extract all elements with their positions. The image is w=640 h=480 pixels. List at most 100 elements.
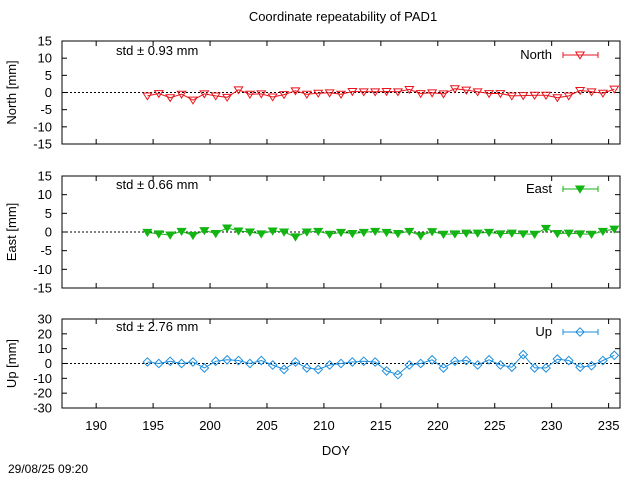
east-legend-label: East bbox=[526, 181, 552, 196]
north-data-point bbox=[278, 91, 290, 100]
east-data-point bbox=[256, 230, 267, 239]
north-data-point bbox=[461, 86, 472, 95]
up-data-point bbox=[370, 357, 381, 367]
east-data-point bbox=[370, 227, 381, 236]
east-data-point bbox=[153, 230, 164, 239]
north-y-tick-label: -10 bbox=[33, 119, 52, 134]
north-data-point bbox=[165, 94, 176, 103]
north-data-point bbox=[142, 92, 153, 101]
north-data-point bbox=[449, 85, 460, 94]
up-data-point bbox=[472, 360, 483, 370]
x-tick-label: 230 bbox=[541, 418, 563, 433]
east-data-point bbox=[290, 233, 301, 242]
east-data-point bbox=[506, 229, 517, 238]
east-data-point bbox=[165, 231, 176, 240]
north-legend-marker bbox=[574, 51, 586, 60]
north-std-label: std ± 0.93 mm bbox=[116, 43, 198, 58]
chart-panels: 15 10 5 0 -5 -10 -15 North [mm] std ± 0.93 mm Nor… bbox=[4, 34, 621, 433]
east-data-point bbox=[609, 225, 620, 234]
up-y-tick-label: 0 bbox=[45, 356, 52, 371]
north-data-point bbox=[267, 93, 278, 102]
up-data-point bbox=[427, 354, 438, 365]
north-data-point bbox=[552, 94, 563, 103]
up-data-point bbox=[347, 357, 358, 367]
up-data-point bbox=[358, 356, 369, 367]
up-data-point bbox=[541, 363, 551, 373]
up-legend-marker bbox=[575, 327, 585, 337]
up-data-point bbox=[290, 357, 301, 367]
panel-north: 15 10 5 0 -5 -10 -15 North [mm] std ± 0.93 mm Nor… bbox=[4, 34, 621, 152]
up-legend-label: Up bbox=[535, 324, 552, 339]
up-y-tick-label: 20 bbox=[38, 326, 52, 341]
north-data-point bbox=[324, 89, 335, 98]
up-series-line bbox=[147, 353, 615, 376]
east-data-point bbox=[518, 230, 529, 239]
up-y-tick-label: 10 bbox=[38, 341, 52, 356]
east-y-axis-label: East [mm] bbox=[4, 203, 19, 262]
up-data-point bbox=[153, 358, 164, 369]
up-data-point bbox=[518, 349, 529, 360]
east-data-point bbox=[187, 231, 199, 241]
east-data-point bbox=[461, 229, 472, 238]
north-data-point bbox=[438, 90, 449, 99]
east-data-point bbox=[415, 232, 426, 241]
east-data-point bbox=[392, 230, 404, 239]
east-data-point bbox=[597, 227, 609, 236]
east-y-tick-label: 15 bbox=[38, 169, 52, 184]
north-y-axis-label: North [mm] bbox=[4, 60, 19, 124]
east-y-tick-label: 10 bbox=[38, 187, 52, 202]
east-y-tick-label: -15 bbox=[33, 281, 52, 296]
up-y-tick-label: 30 bbox=[38, 312, 52, 327]
east-data-point bbox=[278, 228, 290, 237]
east-data-point bbox=[381, 228, 392, 238]
east-data-point bbox=[529, 230, 540, 239]
up-data-point bbox=[256, 355, 267, 366]
north-data-point bbox=[597, 89, 609, 98]
up-data-point bbox=[279, 364, 289, 375]
east-data-point bbox=[244, 228, 256, 237]
north-y-tick-label: -15 bbox=[33, 137, 52, 152]
north-data-point bbox=[187, 96, 199, 105]
up-data-point bbox=[233, 355, 244, 366]
north-data-point bbox=[495, 90, 506, 99]
north-data-point bbox=[335, 90, 347, 99]
east-data-point bbox=[438, 230, 449, 239]
east-data-point bbox=[483, 228, 495, 238]
east-data-point bbox=[176, 227, 187, 236]
up-y-axis-label: Up [mm] bbox=[4, 339, 19, 388]
up-data-point bbox=[188, 357, 198, 367]
east-data-point bbox=[233, 227, 244, 236]
north-legend-label: North bbox=[520, 47, 552, 62]
north-data-point bbox=[222, 93, 233, 103]
north-y-tick-label: 10 bbox=[38, 51, 52, 66]
x-axis-label: DOY bbox=[322, 443, 351, 458]
east-data-point bbox=[575, 230, 586, 239]
east-legend-marker bbox=[574, 185, 586, 194]
x-tick-label: 190 bbox=[85, 418, 107, 433]
north-data-point bbox=[358, 88, 369, 97]
north-data-point bbox=[313, 89, 324, 98]
up-data-point bbox=[404, 360, 415, 370]
east-std-label: std ± 0.66 mm bbox=[116, 177, 198, 192]
x-tick-label: 210 bbox=[313, 418, 335, 433]
up-y-tick-label: -30 bbox=[33, 401, 52, 416]
east-data-point bbox=[199, 227, 210, 236]
east-data-point bbox=[552, 230, 563, 239]
up-data-point bbox=[552, 354, 563, 364]
up-data-point bbox=[506, 362, 517, 373]
x-tick-label: 235 bbox=[598, 418, 620, 433]
up-data-point bbox=[336, 358, 346, 369]
up-data-point bbox=[301, 363, 312, 373]
up-y-tick-label: -20 bbox=[33, 386, 52, 401]
up-data-point bbox=[586, 360, 597, 371]
east-data-point bbox=[563, 229, 574, 238]
north-data-point bbox=[392, 88, 404, 97]
up-data-point bbox=[575, 362, 586, 373]
x-tick-label: 205 bbox=[256, 418, 278, 433]
east-data-point bbox=[267, 227, 278, 236]
north-y-tick-label: 15 bbox=[38, 34, 52, 49]
north-data-point bbox=[506, 92, 517, 101]
up-data-point bbox=[461, 355, 472, 366]
